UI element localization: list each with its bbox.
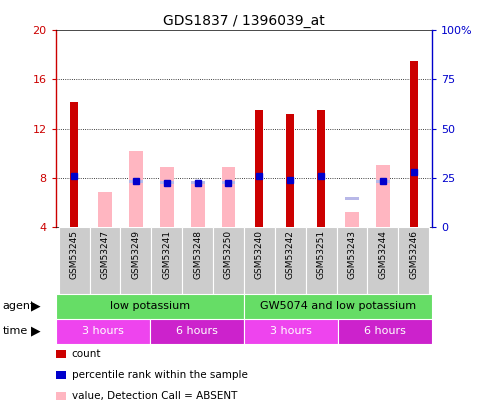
Bar xyxy=(376,180,390,183)
Bar xyxy=(410,61,418,227)
Text: GSM53251: GSM53251 xyxy=(317,230,326,279)
Bar xyxy=(286,114,294,227)
FancyBboxPatch shape xyxy=(368,227,398,294)
Text: low potassium: low potassium xyxy=(110,301,190,311)
Bar xyxy=(256,110,263,227)
Bar xyxy=(244,294,432,319)
Bar xyxy=(345,197,359,200)
FancyBboxPatch shape xyxy=(120,227,151,294)
Bar xyxy=(191,183,204,227)
Bar xyxy=(376,165,390,227)
Text: GSM53246: GSM53246 xyxy=(409,230,418,279)
FancyBboxPatch shape xyxy=(398,227,429,294)
Text: 6 hours: 6 hours xyxy=(364,326,406,336)
Bar xyxy=(98,192,112,227)
Text: GSM53249: GSM53249 xyxy=(131,230,141,279)
Bar xyxy=(70,102,78,227)
Text: GSM53244: GSM53244 xyxy=(378,230,387,279)
Text: time: time xyxy=(2,326,28,336)
Text: GSM53241: GSM53241 xyxy=(162,230,171,279)
Bar xyxy=(150,319,244,344)
Text: ▶: ▶ xyxy=(31,300,41,313)
Text: value, Detection Call = ABSENT: value, Detection Call = ABSENT xyxy=(72,391,237,401)
Bar xyxy=(244,319,338,344)
Text: count: count xyxy=(72,349,101,359)
Bar xyxy=(338,319,432,344)
Text: GSM53248: GSM53248 xyxy=(193,230,202,279)
Text: agent: agent xyxy=(2,301,35,311)
Text: GSM53250: GSM53250 xyxy=(224,230,233,279)
Text: GSM53245: GSM53245 xyxy=(70,230,79,279)
Text: GSM53242: GSM53242 xyxy=(286,230,295,279)
Bar xyxy=(222,166,235,227)
FancyBboxPatch shape xyxy=(151,227,182,294)
Title: GDS1837 / 1396039_at: GDS1837 / 1396039_at xyxy=(163,14,325,28)
Text: percentile rank within the sample: percentile rank within the sample xyxy=(72,370,248,380)
Text: GSM53247: GSM53247 xyxy=(100,230,110,279)
Text: 3 hours: 3 hours xyxy=(82,326,124,336)
Bar xyxy=(129,180,143,183)
Bar xyxy=(160,181,174,184)
Bar xyxy=(56,294,244,319)
Text: 6 hours: 6 hours xyxy=(176,326,218,336)
Text: ▶: ▶ xyxy=(31,325,41,338)
Bar xyxy=(56,319,150,344)
FancyBboxPatch shape xyxy=(275,227,306,294)
FancyBboxPatch shape xyxy=(182,227,213,294)
FancyBboxPatch shape xyxy=(213,227,244,294)
Bar xyxy=(129,151,143,227)
FancyBboxPatch shape xyxy=(244,227,275,294)
FancyBboxPatch shape xyxy=(89,227,120,294)
Text: 3 hours: 3 hours xyxy=(270,326,312,336)
Bar xyxy=(317,110,325,227)
FancyBboxPatch shape xyxy=(306,227,337,294)
FancyBboxPatch shape xyxy=(337,227,368,294)
Bar xyxy=(222,181,235,184)
FancyBboxPatch shape xyxy=(58,227,89,294)
Bar xyxy=(160,166,174,227)
Bar xyxy=(191,181,204,184)
Text: GSM53240: GSM53240 xyxy=(255,230,264,279)
Bar xyxy=(345,212,359,227)
Text: GW5074 and low potassium: GW5074 and low potassium xyxy=(260,301,416,311)
Text: GSM53243: GSM53243 xyxy=(347,230,356,279)
